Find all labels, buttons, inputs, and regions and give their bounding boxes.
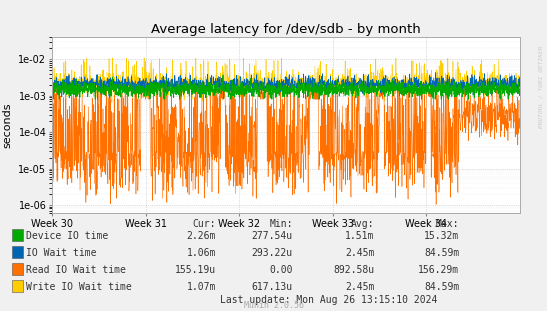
- Text: 2.45m: 2.45m: [345, 282, 375, 292]
- Text: Munin 2.0.56: Munin 2.0.56: [243, 301, 304, 310]
- Text: 277.54u: 277.54u: [252, 231, 293, 241]
- Text: Write IO Wait time: Write IO Wait time: [26, 282, 132, 292]
- Text: RRDTOOL / TOBI OETIKER: RRDTOOL / TOBI OETIKER: [538, 46, 543, 128]
- Text: 84.59m: 84.59m: [424, 248, 459, 258]
- Text: 84.59m: 84.59m: [424, 282, 459, 292]
- Text: 293.22u: 293.22u: [252, 248, 293, 258]
- Text: Max:: Max:: [436, 219, 459, 229]
- Text: IO Wait time: IO Wait time: [26, 248, 97, 258]
- Text: 617.13u: 617.13u: [252, 282, 293, 292]
- Text: 1.06m: 1.06m: [187, 248, 216, 258]
- Text: Min:: Min:: [269, 219, 293, 229]
- Title: Average latency for /dev/sdb - by month: Average latency for /dev/sdb - by month: [151, 23, 421, 36]
- Text: Cur:: Cur:: [193, 219, 216, 229]
- Text: Device IO time: Device IO time: [26, 231, 108, 241]
- Text: 155.19u: 155.19u: [175, 265, 216, 275]
- Text: 1.51m: 1.51m: [345, 231, 375, 241]
- Text: Last update: Mon Aug 26 13:15:10 2024: Last update: Mon Aug 26 13:15:10 2024: [219, 295, 437, 305]
- Text: Avg:: Avg:: [351, 219, 375, 229]
- Text: 2.45m: 2.45m: [345, 248, 375, 258]
- Text: 15.32m: 15.32m: [424, 231, 459, 241]
- Text: 0.00: 0.00: [269, 265, 293, 275]
- Text: 2.26m: 2.26m: [187, 231, 216, 241]
- Text: 892.58u: 892.58u: [334, 265, 375, 275]
- Text: 156.29m: 156.29m: [418, 265, 459, 275]
- Y-axis label: seconds: seconds: [3, 102, 13, 148]
- Text: Read IO Wait time: Read IO Wait time: [26, 265, 126, 275]
- Text: 1.07m: 1.07m: [187, 282, 216, 292]
